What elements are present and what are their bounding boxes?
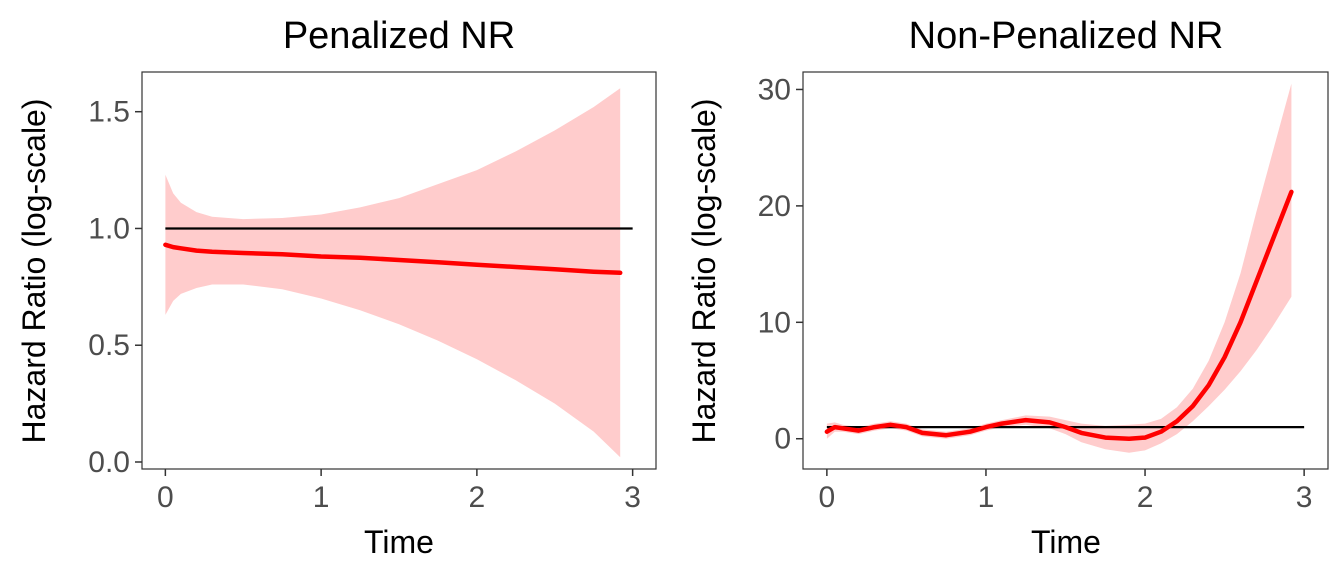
y-tick-label: 0 [774,423,791,456]
plot-content [824,83,1305,453]
panel-border [802,71,1329,470]
y-tick-label: 1.0 [88,212,130,245]
y-axis-label: Hazard Ratio (log-scale) [686,98,722,443]
y-axis-label: Hazard Ratio (log-scale) [16,98,52,443]
series-line [163,242,623,276]
chart-title: Non-Penalized NR [909,15,1224,57]
chart-left: Penalized NR Hazard Ratio (log-scale) Ti… [16,15,657,560]
chart-title: Penalized NR [283,15,515,57]
plot-area: 0 1 2 3 0.0 0.5 1.0 1.5 [88,71,657,514]
x-axis-label: Time [1031,524,1101,560]
plot-content [163,88,633,458]
confidence-band [165,88,621,458]
x-tick-label: 2 [469,481,486,514]
y-tick-label: 1.5 [88,96,130,129]
x-tick-label: 3 [1296,481,1313,514]
y-tick-label: 30 [758,73,791,106]
x-tick-label: 3 [624,481,641,514]
x-axis-label: Time [364,524,434,560]
x-tick-label: 0 [157,481,174,514]
panel-border [141,71,657,470]
series-line [824,189,1294,441]
x-tick-label: 0 [819,481,836,514]
y-tick-label: 20 [758,190,791,223]
y-tick-label: 0.0 [88,446,130,479]
chart-right: Non-Penalized NR Hazard Ratio (log-scale… [686,15,1329,560]
x-tick-label: 2 [1137,481,1154,514]
x-tick-label: 1 [978,481,995,514]
y-tick-label: 10 [758,306,791,339]
y-tick-label: 0.5 [88,329,130,362]
x-tick-label: 1 [313,481,330,514]
